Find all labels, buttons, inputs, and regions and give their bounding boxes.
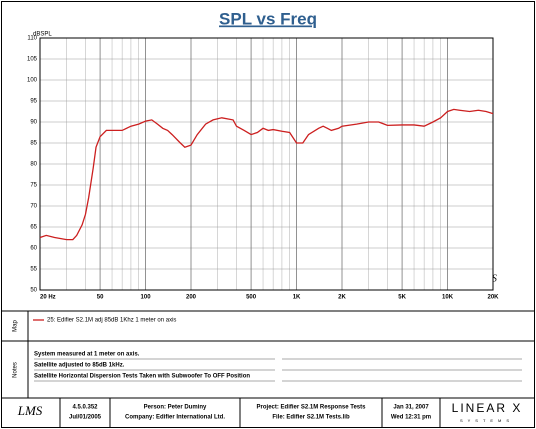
brand-sub: SYSTEMS — [460, 418, 514, 423]
y-tick-label: 70 — [30, 204, 37, 210]
x-tick-label: 2K — [338, 295, 346, 301]
y-tick-label: 105 — [27, 57, 38, 63]
plot-border — [39, 37, 494, 291]
x-tick-label: 200 — [186, 295, 197, 301]
y-tick-label: 75 — [30, 183, 37, 189]
date: Jan 31, 2007 — [393, 405, 429, 411]
note-line: Satellite adjusted to 85dB 1kHz. — [34, 363, 125, 369]
y-tick-label: 85 — [30, 141, 37, 147]
y-axis-label: dBSPL — [33, 32, 52, 38]
legend-label: 25: Edifier S2.1M adj 85dB 1Khz 1 meter … — [47, 318, 176, 324]
x-tick-label: 20 Hz — [40, 295, 56, 301]
chart-title: SPL vs Freq — [219, 9, 317, 28]
y-tick-label: 80 — [30, 162, 37, 168]
x-tick-label: 100 — [141, 295, 152, 301]
y-tick-label: 110 — [27, 36, 37, 42]
y-tick-label: 90 — [30, 120, 37, 126]
x-tick-label: 20K — [487, 295, 499, 301]
company: Company: Edifier International Ltd. — [125, 415, 225, 421]
data-line — [39, 108, 494, 241]
y-tick-label: 55 — [30, 267, 37, 273]
y-tick-label: 50 — [30, 288, 37, 294]
x-tick-label: 10K — [442, 295, 454, 301]
x-tick-label: 5K — [398, 295, 406, 301]
time: Wed 12:31 pm — [391, 415, 431, 421]
note-line: Satellite Horizontal Dispersion Tests Ta… — [34, 374, 250, 380]
version: 4.5.0.352 — [72, 405, 98, 411]
y-tick-label: 60 — [30, 246, 37, 252]
footer-logo: LMS — [17, 403, 43, 418]
footer: LMS 4.5.0.352 Jul/01/2005 Person: Peter … — [17, 398, 523, 427]
file: File: Edifier S2.1M Tests.lib — [272, 415, 350, 421]
project: Project: Edifier S2.1M Response Tests — [257, 405, 367, 411]
x-tick-label: 50 — [97, 295, 104, 301]
brand: LINEAR X — [452, 401, 523, 415]
y-tick-label: 65 — [30, 225, 37, 231]
x-tick-label: 1K — [293, 295, 301, 301]
version-date: Jul/01/2005 — [69, 415, 102, 421]
person: Person: Peter Duminy — [144, 405, 207, 411]
x-tick-label: 500 — [246, 295, 257, 301]
panel-label: Notes — [13, 362, 19, 378]
y-tick-label: 95 — [30, 99, 37, 105]
y-tick-label: 100 — [27, 78, 38, 84]
panel-label: Map — [13, 320, 19, 332]
note-line: System measured at 1 meter on axis. — [34, 352, 140, 358]
